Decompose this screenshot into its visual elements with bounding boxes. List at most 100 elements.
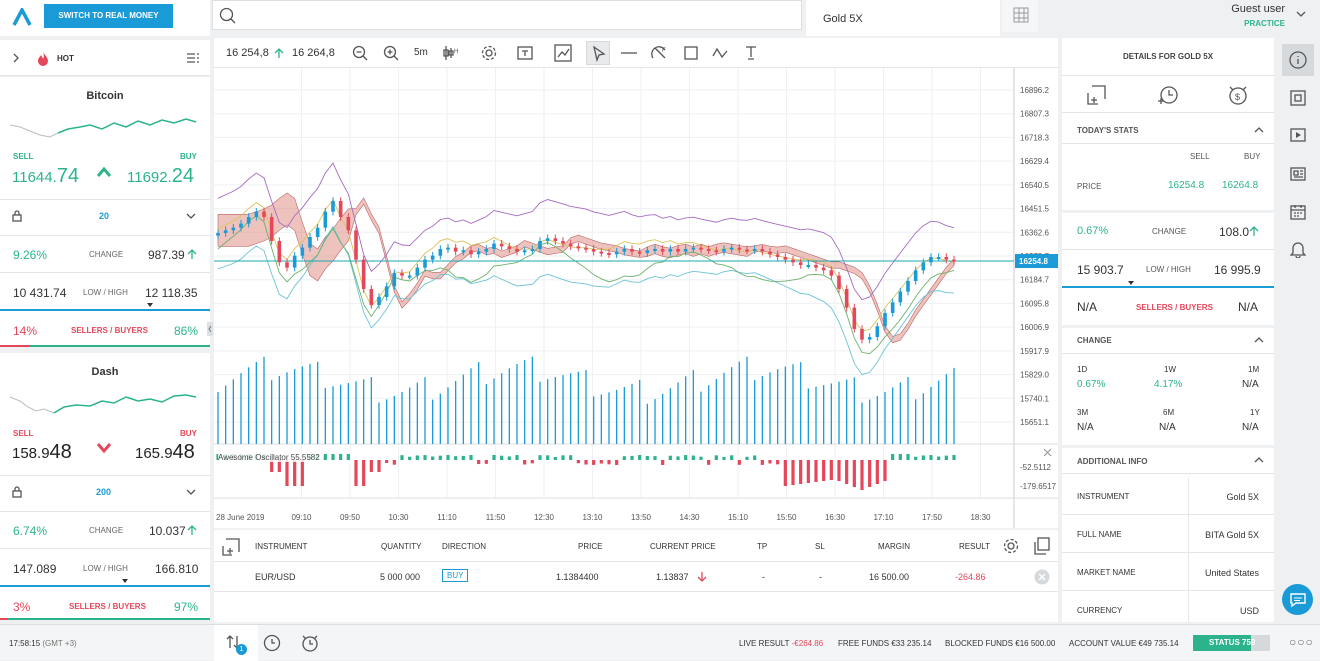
price-alert-icon[interactable]: $ — [1227, 84, 1249, 106]
pending-order-icon[interactable] — [1157, 84, 1179, 106]
col-quantity[interactable]: QUANTITY — [381, 542, 422, 551]
chevron-down-icon[interactable] — [186, 488, 196, 496]
rectangle-icon[interactable] — [684, 46, 698, 60]
oscillator-bar — [661, 460, 665, 465]
calendar-icon[interactable] — [1290, 204, 1306, 220]
table-row[interactable]: EUR/USD 5 000 000 BUY 1.1384400 1.13837 … — [214, 562, 1058, 592]
chevron-down-icon[interactable] — [186, 212, 196, 220]
chevron-up-icon — [1254, 337, 1264, 343]
text-template-icon[interactable] — [517, 45, 533, 61]
user-menu[interactable]: Guest user PRACTICE — [1210, 2, 1310, 30]
oscillator-bar — [868, 460, 872, 487]
candle-body — [453, 247, 458, 252]
asset-card-dash[interactable]: Dash SELL BUY 158.948 165.948 200 6.74% … — [0, 353, 210, 620]
col-result[interactable]: RESULT — [959, 542, 990, 551]
col-sl[interactable]: SL — [815, 542, 825, 551]
col-current-price[interactable]: CURRENT PRICE — [650, 542, 716, 551]
price-tick: 16540.5 — [1020, 181, 1049, 190]
oscillator-bar — [277, 460, 281, 472]
oscillator-bar — [791, 460, 795, 485]
sellers-buyers-label: SELLERS / BUYERS — [1136, 303, 1213, 312]
oscillator-bar — [937, 456, 941, 460]
new-position-icon[interactable] — [222, 538, 240, 556]
chat-button[interactable] — [1282, 584, 1313, 615]
positions-toggle[interactable]: 1 — [214, 625, 258, 661]
indicator-icon[interactable] — [554, 44, 572, 62]
candle-body — [323, 211, 328, 228]
wave-icon[interactable] — [712, 46, 730, 60]
account-value-label: ACCOUNT VALUE — [1069, 639, 1137, 648]
additional-info-header[interactable]: ADDITIONAL INFO — [1062, 448, 1274, 474]
todays-stats-header[interactable]: TODAY'S STATS — [1062, 118, 1274, 144]
low-value: 147.089 — [13, 562, 57, 576]
more-icon[interactable]: ○○○ — [1289, 635, 1314, 649]
period-value: N/A — [1077, 422, 1094, 433]
settings-icon[interactable] — [1002, 537, 1020, 555]
price-tick: 16451.5 — [1020, 205, 1049, 214]
search-bar[interactable] — [212, 0, 802, 30]
zoom-out-icon[interactable] — [352, 45, 368, 61]
price-chart[interactable]: 16896.2 16807.3 16718.3 16629.4 16540.5 16451… — [214, 68, 1058, 528]
oscillator-bar — [730, 455, 734, 460]
candle-body — [246, 216, 251, 224]
alarm-icon[interactable] — [300, 633, 320, 653]
oscillator-bar — [293, 460, 297, 486]
price-label: PRICE — [1077, 182, 1102, 191]
buy-button[interactable]: 165.948 — [135, 441, 195, 464]
clock-tz: (GMT +3) — [42, 639, 77, 648]
col-instrument[interactable]: INSTRUMENT — [255, 542, 308, 551]
new-order-icon[interactable] — [1087, 85, 1107, 105]
col-price[interactable]: PRICE — [578, 542, 603, 551]
oscillator-bar — [285, 460, 289, 486]
grid-layout-button[interactable] — [1002, 0, 1038, 32]
video-icon[interactable] — [1290, 127, 1306, 143]
export-icon[interactable] — [1034, 537, 1050, 555]
list-menu-icon[interactable] — [186, 52, 200, 64]
history-icon[interactable] — [263, 634, 281, 652]
col-margin[interactable]: MARGIN — [878, 542, 910, 551]
oscillator-bar — [323, 454, 327, 460]
layers-icon[interactable] — [1290, 90, 1306, 106]
oscillator-bar — [492, 455, 496, 460]
oscillator-bar — [829, 460, 833, 480]
close-position-icon[interactable] — [1034, 569, 1050, 585]
divider — [1062, 325, 1274, 328]
oscillator-bar — [622, 456, 626, 460]
switch-real-money-button[interactable]: SWITCH TO REAL MONEY — [44, 4, 173, 28]
sell-button[interactable]: 158.948 — [12, 441, 72, 464]
period-label: 1D — [1077, 365, 1088, 374]
col-direction[interactable]: DIRECTION — [442, 542, 486, 551]
tab-gold-5x[interactable]: Gold 5X — [806, 0, 1000, 36]
period-label: 1Y — [1250, 408, 1260, 417]
news-icon[interactable] — [1290, 166, 1306, 182]
horizontal-line-icon[interactable] — [620, 51, 638, 55]
cursor-tool-button[interactable] — [586, 41, 610, 65]
buy-button[interactable]: 11692.24 — [127, 165, 194, 188]
interval-selector[interactable]: 5m — [414, 47, 428, 58]
oscillator-bar — [645, 455, 649, 460]
close-icon[interactable] — [1043, 448, 1052, 457]
candle-body — [745, 249, 749, 252]
gear-icon[interactable] — [480, 44, 498, 62]
text-icon[interactable] — [744, 45, 758, 61]
bell-icon[interactable] — [1290, 241, 1306, 258]
sell-button[interactable]: 11644.74 — [12, 165, 79, 188]
time-tick: 15:10 — [728, 513, 749, 522]
col-tp[interactable]: TP — [757, 542, 768, 551]
oscillator-bar — [615, 460, 619, 465]
fibonacci-icon[interactable]: F — [651, 44, 669, 62]
candle-body — [706, 248, 711, 251]
candle-body — [515, 248, 519, 252]
zoom-in-icon[interactable] — [383, 45, 399, 61]
info-tab[interactable] — [1282, 44, 1314, 76]
sell-price: 16254.8 — [1168, 180, 1205, 191]
change-section-header[interactable]: CHANGE — [1062, 328, 1274, 354]
collapse-handle[interactable] — [207, 322, 213, 336]
asset-card-bitcoin[interactable]: Bitcoin SELL BUY 11644.74 11692.24 20 9.… — [0, 77, 210, 347]
candle-type-icon[interactable]: H — [442, 45, 460, 61]
chevron-right-icon[interactable] — [12, 53, 20, 63]
free-funds-value: €33 235.14 — [891, 639, 932, 648]
info-value: USD — [1239, 606, 1259, 616]
status-bar[interactable]: STATUS 759 — [1193, 635, 1270, 651]
time-tick: 09:10 — [291, 513, 312, 522]
